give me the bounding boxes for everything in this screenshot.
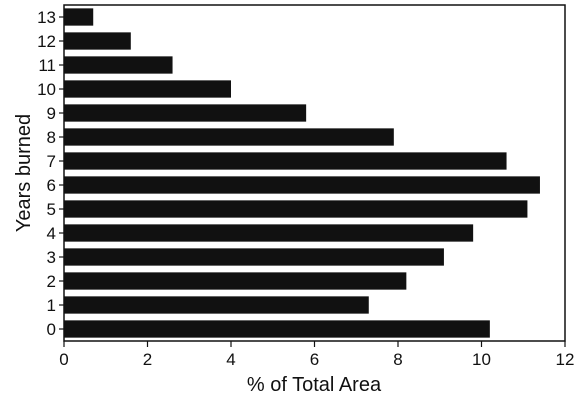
y-tick-label: 11 xyxy=(38,56,56,75)
bar-years-9 xyxy=(64,104,307,122)
x-tick-label: 10 xyxy=(472,350,491,369)
bar-years-7 xyxy=(64,152,507,170)
bar-years-0 xyxy=(64,320,490,338)
x-tick-label: 2 xyxy=(143,350,152,369)
x-tick-label: 4 xyxy=(226,350,235,369)
y-tick-label: 10 xyxy=(37,80,56,99)
bar-years-13 xyxy=(64,8,94,26)
x-axis-label: % of Total Area xyxy=(247,374,382,396)
bar-years-6 xyxy=(64,176,540,194)
bar-years-4 xyxy=(64,224,474,242)
bar-years-12 xyxy=(64,32,131,50)
y-tick-label: 6 xyxy=(47,176,56,195)
y-tick-label: 0 xyxy=(47,320,56,339)
y-tick-label: 2 xyxy=(47,272,56,291)
bar-years-8 xyxy=(64,128,394,146)
bar-years-2 xyxy=(64,272,407,290)
y-tick-label: 13 xyxy=(37,8,56,27)
x-tick-label: 0 xyxy=(59,350,68,369)
bar-years-3 xyxy=(64,248,444,266)
plot-frame xyxy=(63,4,566,342)
y-tick-label: 4 xyxy=(47,224,56,243)
x-tick-label: 6 xyxy=(310,350,319,369)
y-tick-label: 12 xyxy=(37,32,56,51)
bar-years-1 xyxy=(64,296,369,314)
bar-years-10 xyxy=(64,80,231,98)
y-tick-label: 9 xyxy=(47,104,56,123)
y-tick-label: 3 xyxy=(47,248,56,267)
bar-years-5 xyxy=(64,200,528,218)
x-tick-label: 12 xyxy=(556,350,575,369)
y-tick-label: 8 xyxy=(47,128,56,147)
y-tick-label: 1 xyxy=(47,296,56,315)
y-tick-label: 5 xyxy=(47,200,56,219)
y-tick-label: 7 xyxy=(47,152,56,171)
bar-years-11 xyxy=(64,56,173,74)
bars-group xyxy=(64,8,540,338)
x-tick-label: 8 xyxy=(393,350,402,369)
y-axis-label: Years burned xyxy=(13,114,35,232)
